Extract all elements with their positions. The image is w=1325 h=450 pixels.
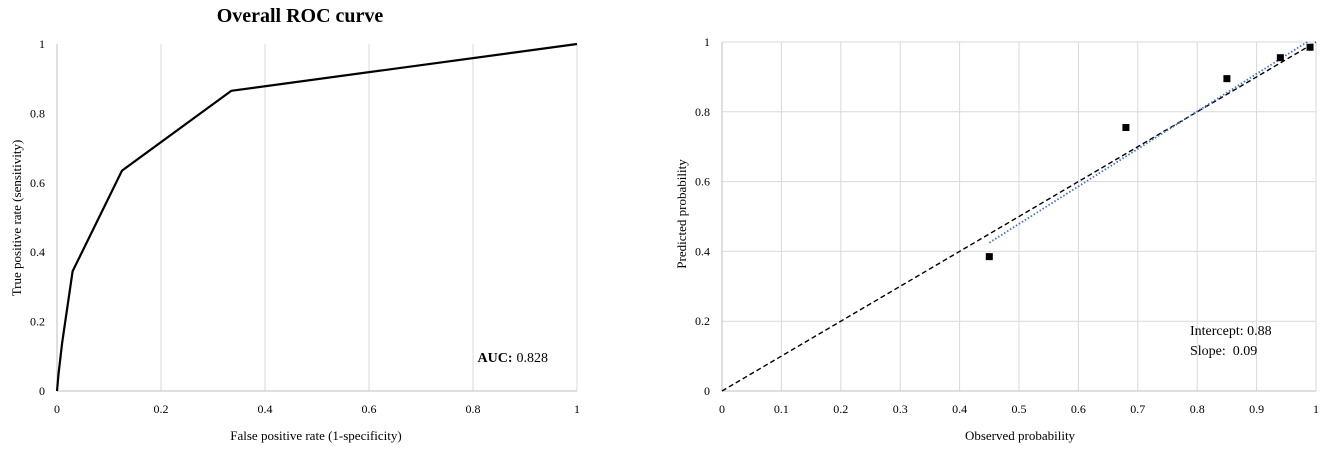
calibration-x-tick-label: 0.6 <box>1071 402 1086 416</box>
calibration-point <box>1306 43 1314 51</box>
calibration-trend-line <box>988 41 1308 244</box>
calibration-x-tick-label: 0 <box>719 402 725 416</box>
calibration-point <box>985 253 993 261</box>
roc-x-tick-label: 0 <box>54 402 60 416</box>
calibration-point <box>1122 124 1130 132</box>
calibration-point <box>1223 75 1231 83</box>
calibration-y-tick-label: 0.6 <box>695 175 710 189</box>
calibration-x-axis-label: Observed probability <box>965 428 1076 443</box>
calibration-gridlines <box>722 41 1317 391</box>
calibration-points <box>985 43 1314 261</box>
calibration-y-axis-label: Predicted probability <box>674 159 689 269</box>
roc-x-axis-label: False positive rate (1-specificity) <box>230 428 401 443</box>
auc-annotation: AUC: 0.828 <box>478 351 549 366</box>
calibration-axes <box>721 42 1316 392</box>
intercept-annotation: Intercept: 0.88 <box>1190 324 1272 339</box>
calibration-y-tick-label: 0 <box>704 384 710 398</box>
roc-chart: Overall ROC curve 0 0.2 0.4 0.6 0.8 1 0 0.2 0.4… <box>9 5 580 443</box>
auc-label: AUC: <box>478 351 513 366</box>
roc-title: Overall ROC curve <box>217 5 384 27</box>
slope-annotation: Slope: 0.09 <box>1190 344 1257 359</box>
calibration-point <box>1276 54 1284 62</box>
roc-y-tick-label: 0.2 <box>30 315 45 329</box>
roc-y-tick-label: 0.6 <box>30 176 45 190</box>
roc-y-tick-label: 1 <box>39 37 45 51</box>
calibration-x-tick-label: 0.4 <box>952 402 967 416</box>
roc-y-tick-label: 0 <box>39 384 45 398</box>
roc-x-ticks: 0 0.2 0.4 0.6 0.8 1 <box>54 402 580 416</box>
auc-value: 0.828 <box>517 351 549 366</box>
roc-y-axis-label: True positive rate (sensitivity) <box>9 140 24 297</box>
roc-x-tick-label: 0.6 <box>362 402 377 416</box>
calibration-y-ticks: 0 0.2 0.4 0.6 0.8 1 <box>695 35 710 398</box>
calibration-x-tick-label: 0.8 <box>1190 402 1205 416</box>
calibration-y-tick-label: 1 <box>704 35 710 49</box>
calibration-x-tick-label: 0.3 <box>893 402 908 416</box>
roc-curve-line <box>55 42 578 392</box>
roc-series <box>55 42 578 392</box>
roc-gridlines <box>160 44 578 391</box>
roc-x-tick-label: 1 <box>574 402 580 416</box>
calibration-x-tick-label: 1 <box>1313 402 1319 416</box>
roc-x-tick-label: 0.2 <box>154 402 169 416</box>
calibration-x-tick-label: 0.5 <box>1012 402 1027 416</box>
roc-axes <box>56 44 577 392</box>
roc-x-tick-label: 0.4 <box>258 402 273 416</box>
calibration-x-tick-label: 0.7 <box>1130 402 1145 416</box>
roc-y-ticks: 0 0.2 0.4 0.6 0.8 1 <box>30 37 45 398</box>
calibration-x-tick-label: 0.1 <box>774 402 789 416</box>
calibration-y-tick-label: 0.2 <box>695 314 710 328</box>
calibration-y-tick-label: 0.8 <box>695 105 710 119</box>
calibration-y-tick-label: 0.4 <box>695 244 710 258</box>
roc-y-tick-label: 0.4 <box>30 245 45 259</box>
reference-diagonal-line <box>721 41 1317 392</box>
roc-y-tick-label: 0.8 <box>30 106 45 120</box>
roc-x-tick-label: 0.8 <box>466 402 481 416</box>
calibration-x-tick-label: 0.9 <box>1249 402 1264 416</box>
calibration-x-ticks: 0 0.1 0.2 0.3 0.4 0.5 0.6 0.7 0.8 0.9 1 <box>719 402 1319 416</box>
calibration-lines <box>721 41 1317 392</box>
calibration-x-tick-label: 0.2 <box>833 402 848 416</box>
calibration-chart: 0 0.1 0.2 0.3 0.4 0.5 0.6 0.7 0.8 0.9 1 0 0.2 0.4 0.6… <box>674 35 1319 443</box>
